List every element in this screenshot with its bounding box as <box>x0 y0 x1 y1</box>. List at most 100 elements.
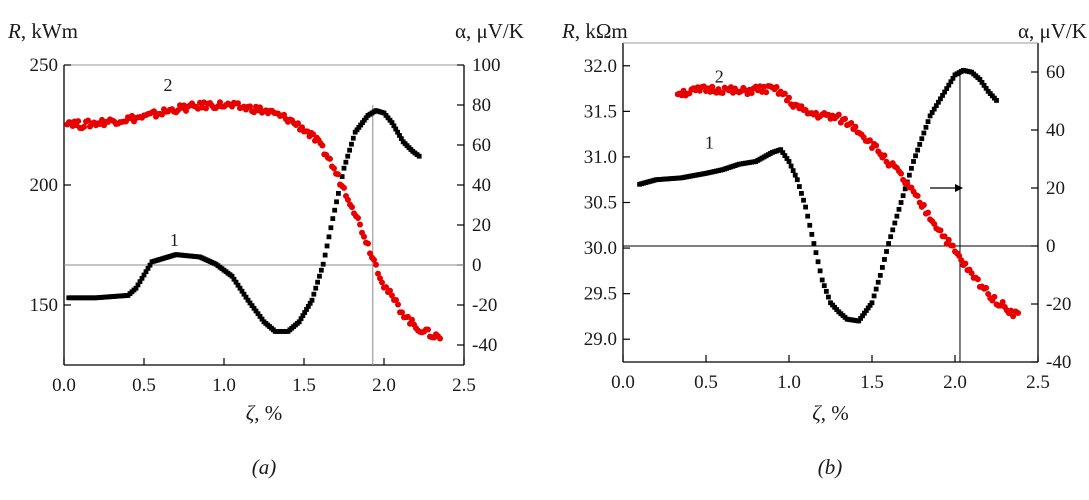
data-point <box>295 120 301 127</box>
data-point <box>977 77 983 82</box>
x-tick-label: 0.0 <box>611 372 635 393</box>
data-point <box>322 252 328 258</box>
y-axis-title: R, kWm <box>7 19 78 43</box>
data-point <box>873 142 880 149</box>
data-point <box>879 265 885 270</box>
data-point <box>871 293 877 299</box>
x-tick-label: 1.5 <box>860 372 884 393</box>
data-point <box>886 241 891 246</box>
data-point <box>981 82 987 88</box>
data-point <box>1008 307 1015 314</box>
data-point <box>315 279 320 285</box>
data-point <box>796 184 802 189</box>
data-point <box>942 89 948 95</box>
data-point <box>257 104 263 111</box>
data-point <box>842 115 849 122</box>
data-point <box>330 216 336 221</box>
data-point <box>296 319 302 325</box>
data-point <box>147 262 153 268</box>
curve-label-2: 2 <box>164 75 173 95</box>
data-point <box>251 305 257 311</box>
data-point <box>349 141 354 147</box>
x-axis-title: ζ, % <box>246 401 283 425</box>
data-point <box>249 303 255 308</box>
data-point <box>946 82 952 88</box>
data-point <box>867 302 873 308</box>
y-tick-label: 31.0 <box>584 147 617 168</box>
data-point <box>75 118 82 125</box>
y-tick-label: 30.5 <box>584 193 617 214</box>
data-point <box>929 110 935 115</box>
data-point <box>341 184 347 191</box>
data-point <box>917 141 923 147</box>
data-point <box>343 159 349 165</box>
data-point <box>235 282 241 288</box>
data-point <box>300 313 306 319</box>
data-point <box>395 129 400 135</box>
data-point <box>869 300 875 306</box>
series-2 <box>674 82 1022 320</box>
y2-tick-label: 60 <box>472 135 491 156</box>
data-point <box>341 165 347 171</box>
data-point <box>320 261 326 267</box>
data-point <box>247 300 253 306</box>
data-point <box>345 196 351 203</box>
data-point <box>259 316 265 322</box>
data-point <box>900 193 906 199</box>
y2-tick-label: -40 <box>1046 352 1071 373</box>
data-point <box>241 291 247 297</box>
data-point <box>709 83 716 90</box>
data-point <box>944 86 950 91</box>
data-point <box>371 256 377 263</box>
data-point <box>799 190 804 196</box>
data-point <box>331 165 337 172</box>
data-point <box>862 310 867 316</box>
data-point <box>962 260 969 267</box>
data-point <box>298 316 304 322</box>
data-point <box>898 170 905 177</box>
y-tick-label: 31.5 <box>584 101 617 122</box>
curve-label-1: 1 <box>170 230 179 250</box>
x-tick-label: 2.5 <box>1026 372 1050 393</box>
data-point <box>311 291 317 297</box>
x-tick-label: 0.0 <box>52 375 76 396</box>
data-point <box>253 308 259 314</box>
y2-tick-label: 60 <box>1046 62 1065 83</box>
data-point <box>925 209 932 216</box>
data-point <box>890 227 896 233</box>
data-point <box>902 186 908 192</box>
x-tick-label: 2.0 <box>372 375 396 396</box>
data-point <box>1010 313 1017 320</box>
data-point <box>940 93 945 98</box>
data-point <box>255 311 261 317</box>
data-point <box>397 133 402 138</box>
data-point <box>416 153 422 159</box>
data-point <box>923 124 929 130</box>
data-point <box>409 316 415 323</box>
data-point <box>387 287 393 294</box>
data-point <box>821 283 827 289</box>
data-point <box>884 249 889 254</box>
data-point <box>365 240 371 247</box>
x-tick-label: 1.0 <box>212 375 236 396</box>
y-tick-label: 30.0 <box>584 238 617 259</box>
data-point <box>999 299 1006 306</box>
data-point <box>835 111 842 118</box>
data-point <box>948 79 954 85</box>
data-point <box>375 270 381 277</box>
data-point <box>892 220 898 226</box>
data-point <box>773 84 780 91</box>
y2-axis-title: α, μV/K <box>455 19 524 43</box>
data-point <box>894 213 900 219</box>
data-point <box>305 303 311 309</box>
data-point <box>350 135 356 141</box>
series-1 <box>66 108 422 334</box>
data-point <box>233 279 239 285</box>
data-point <box>345 153 351 159</box>
y2-tick-label: -20 <box>1046 294 1071 315</box>
data-point <box>719 89 726 96</box>
data-point <box>865 305 871 311</box>
data-point <box>979 80 985 85</box>
data-point <box>949 242 956 249</box>
data-point <box>780 150 786 155</box>
